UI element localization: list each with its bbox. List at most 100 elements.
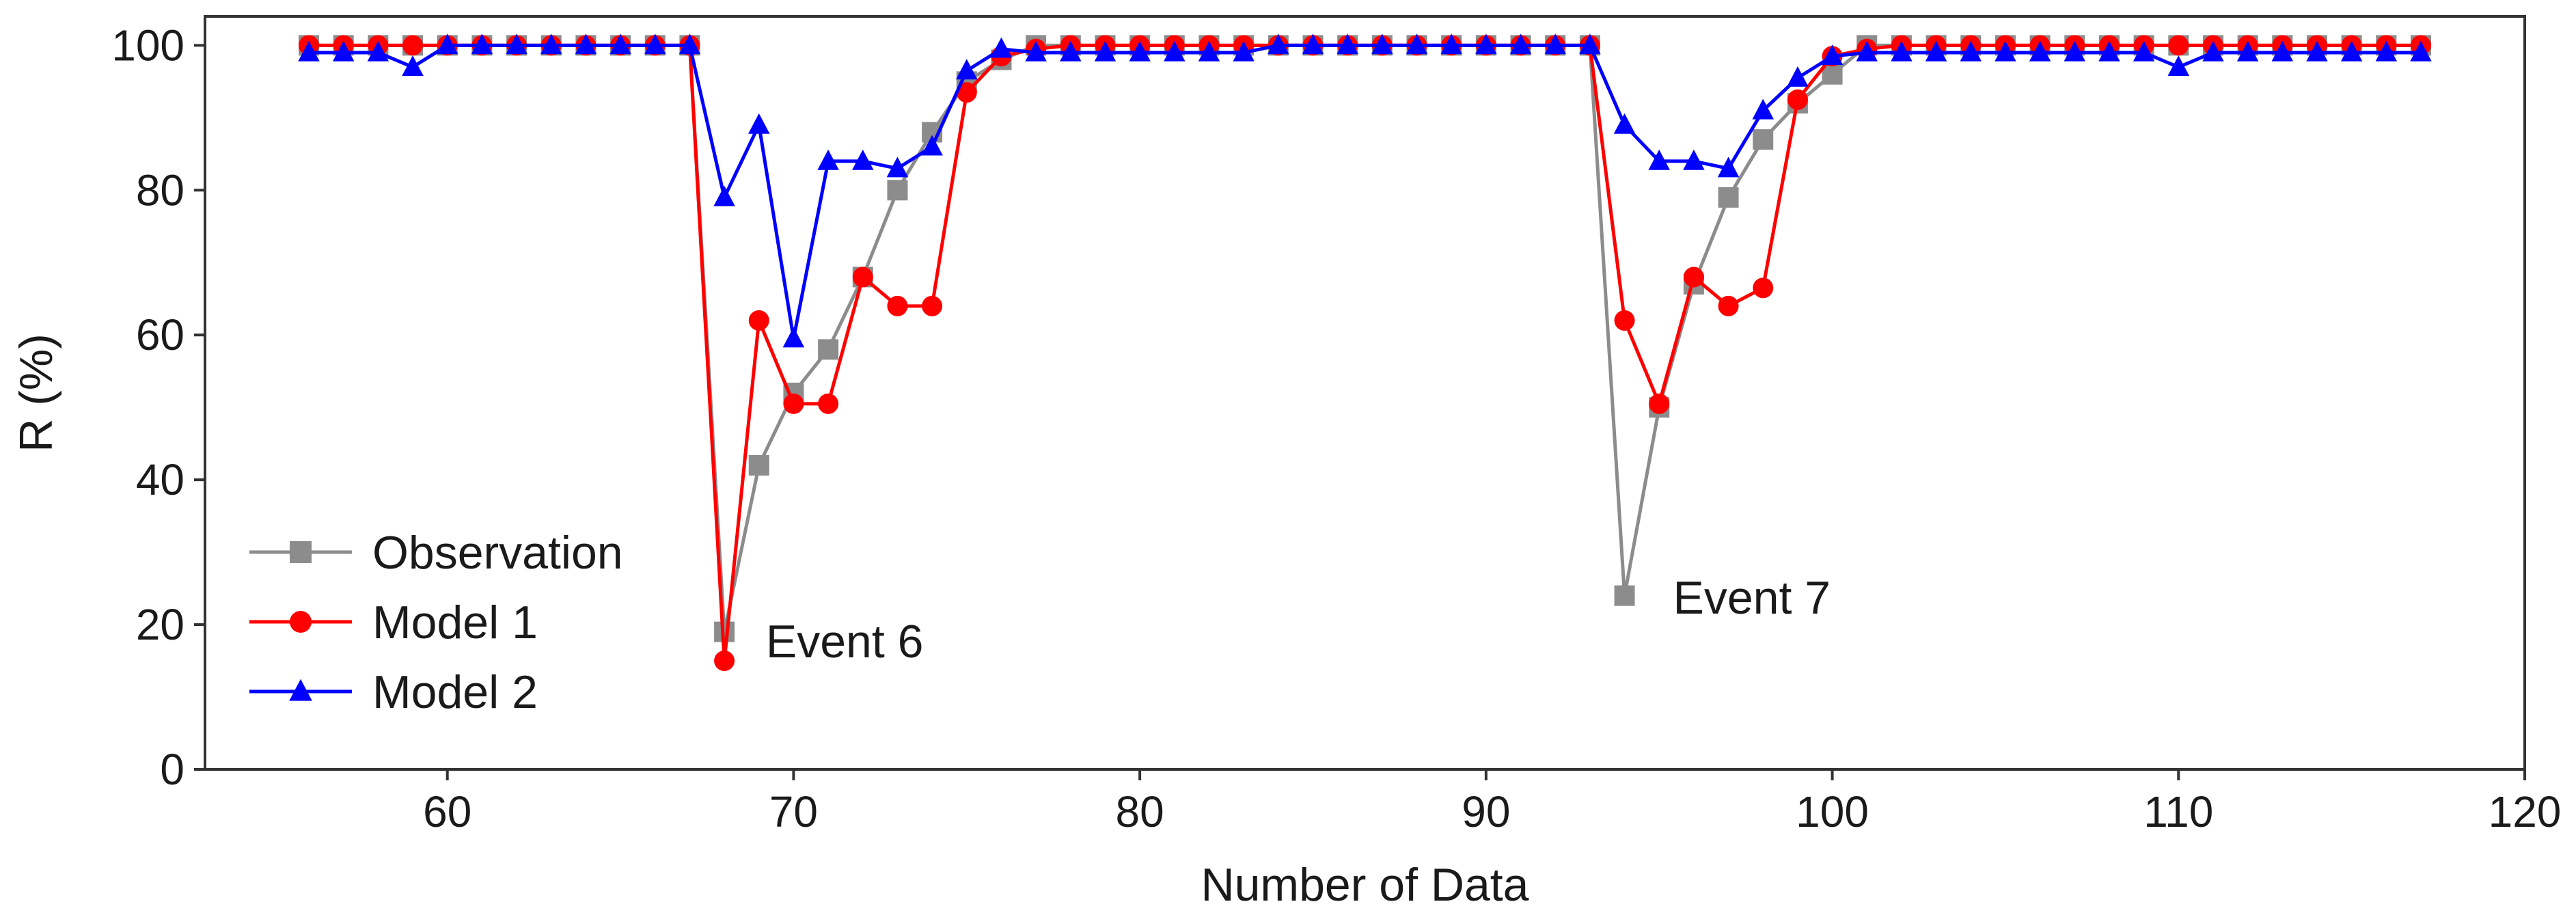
data-point-model-2 (782, 327, 805, 348)
data-point-model-2 (402, 55, 424, 76)
data-point-model-2 (1960, 40, 1982, 61)
x-axis-title: Number of Data (1201, 859, 1529, 911)
data-point-model-2 (852, 149, 874, 170)
data-point-model-2 (1613, 113, 1636, 134)
data-point-model-2 (1752, 98, 1774, 120)
series-model-2 (298, 33, 2432, 348)
legend-label-model-2: Model 2 (372, 666, 538, 718)
data-point-model-2 (1302, 33, 1324, 55)
legend-marker-model-2 (289, 679, 312, 701)
y-tick-label: 80 (136, 165, 184, 215)
data-point-model-2 (1406, 33, 1428, 55)
data-point-model-2 (886, 156, 909, 178)
data-point-model-2 (298, 40, 320, 61)
annotations: Event 6 Event 7 (766, 572, 1831, 668)
data-point-model-2 (2236, 40, 2259, 61)
data-point-model-2 (990, 37, 1013, 58)
data-point-model-1 (887, 295, 908, 316)
data-point-model-2 (1717, 156, 1740, 178)
series-line-model-1 (309, 43, 2421, 663)
y-axis-title: R (%) (10, 333, 62, 452)
data-point-model-2 (1094, 40, 1116, 61)
data-point-model-2 (2410, 40, 2432, 61)
data-point-model-2 (2064, 40, 2086, 61)
data-point-model-2 (2133, 40, 2155, 61)
data-point-model-2 (1475, 33, 1497, 55)
y-tick-label: 40 (136, 455, 184, 504)
data-point-model-2 (1995, 40, 2016, 61)
y-tick-label: 60 (136, 310, 184, 359)
data-point-model-2 (1337, 33, 1358, 55)
data-point-model-2 (1544, 33, 1566, 55)
data-point-model-2 (1164, 40, 1186, 61)
x-tick-label: 110 (2143, 787, 2213, 836)
data-point-model-1 (2168, 35, 2189, 56)
data-point-model-2 (2202, 40, 2224, 61)
data-point-model-2 (1129, 40, 1151, 61)
data-point-model-2 (1509, 33, 1532, 55)
data-point-observation (818, 339, 839, 360)
data-point-model-2 (2271, 40, 2294, 61)
data-point-model-2 (609, 33, 631, 55)
data-point-model-2 (1856, 40, 1878, 61)
y-tick-label: 100 (111, 20, 184, 70)
data-point-observation (1614, 585, 1635, 606)
data-point-model-1 (783, 393, 804, 414)
legend: Observation Model 1 Model 2 (249, 527, 623, 718)
series-line-model-2 (309, 43, 2421, 341)
series-layer (298, 33, 2432, 672)
data-point-model-2 (1925, 40, 1947, 61)
legend-label-observation: Observation (372, 527, 623, 579)
data-point-model-2 (2098, 40, 2120, 61)
data-point-model-1 (922, 295, 943, 316)
data-point-model-2 (921, 135, 943, 156)
data-point-model-2 (1060, 40, 1082, 61)
data-point-model-2 (1648, 149, 1670, 170)
data-point-observation (887, 180, 908, 201)
x-tick-label: 80 (1116, 787, 1164, 836)
data-point-model-1 (956, 82, 977, 103)
data-point-model-2 (436, 33, 458, 55)
legend-label-model-1: Model 1 (372, 597, 538, 648)
data-point-model-2 (713, 185, 735, 206)
data-point-model-2 (1821, 44, 1844, 66)
data-point-model-2 (2029, 40, 2051, 61)
data-point-model-1 (748, 310, 769, 331)
legend-marker-model-1 (290, 611, 312, 633)
data-point-model-2 (332, 40, 355, 61)
data-point-observation (1718, 187, 1739, 208)
data-point-model-2 (644, 33, 666, 55)
y-tick-label: 0 (160, 745, 184, 794)
data-point-model-2 (748, 113, 770, 134)
data-point-model-2 (1198, 40, 1220, 61)
annotation-label: Event 7 (1673, 572, 1831, 624)
data-point-model-1 (1649, 393, 1670, 414)
x-tick-label: 90 (1462, 787, 1510, 836)
axis-ticks: 60 70 80 90 100 110 120 0 20 40 60 80 100 (111, 20, 2561, 836)
data-point-model-2 (2375, 40, 2398, 61)
data-point-model-1 (402, 35, 424, 56)
data-point-model-2 (1025, 40, 1047, 61)
data-point-model-1 (1787, 89, 1808, 110)
data-point-model-1 (818, 393, 839, 414)
data-point-model-2 (1579, 33, 1601, 55)
data-point-model-2 (817, 149, 839, 170)
data-point-model-1 (714, 651, 735, 672)
data-point-model-2 (1683, 149, 1705, 170)
data-point-model-2 (1787, 66, 1809, 87)
data-point-model-2 (1440, 33, 1462, 55)
data-point-model-2 (575, 33, 597, 55)
data-point-model-2 (367, 40, 389, 61)
data-point-model-2 (2306, 40, 2328, 61)
data-point-model-2 (1268, 33, 1289, 55)
data-point-model-2 (1233, 40, 1255, 61)
data-point-model-2 (1371, 33, 1393, 55)
data-point-model-1 (1614, 310, 1635, 331)
x-tick-label: 120 (2489, 787, 2562, 836)
x-tick-label: 100 (1796, 787, 1869, 836)
data-point-model-2 (679, 33, 701, 55)
data-point-model-1 (1753, 277, 1774, 299)
data-point-observation (748, 454, 769, 476)
data-point-model-2 (2340, 40, 2363, 61)
data-point-model-2 (2167, 55, 2190, 76)
